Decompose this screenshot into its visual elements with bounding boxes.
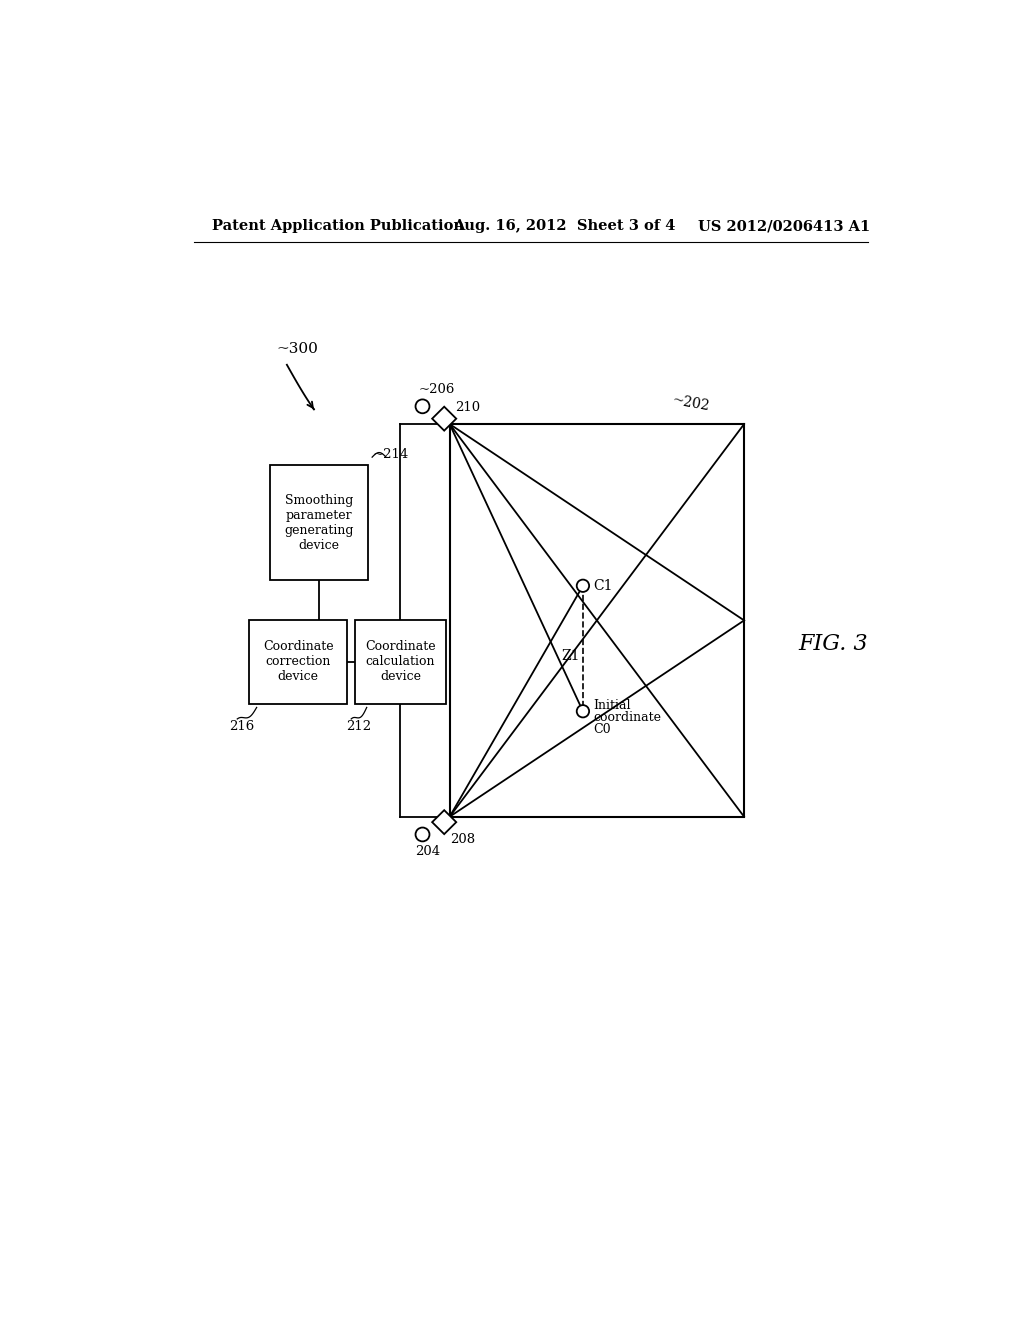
Circle shape <box>577 579 589 591</box>
Text: 216: 216 <box>229 721 255 733</box>
Text: 210: 210 <box>455 401 480 414</box>
Text: US 2012/0206413 A1: US 2012/0206413 A1 <box>697 219 869 234</box>
Text: ~300: ~300 <box>276 342 318 356</box>
Circle shape <box>577 705 589 718</box>
Text: Coordinate
calculation
device: Coordinate calculation device <box>366 640 436 684</box>
Bar <box>270 465 369 581</box>
Text: coordinate: coordinate <box>593 711 662 723</box>
Polygon shape <box>432 407 457 430</box>
Text: ~214: ~214 <box>372 447 409 461</box>
Bar <box>450 424 744 817</box>
Text: Initial: Initial <box>593 698 631 711</box>
Text: Z1: Z1 <box>561 649 580 663</box>
Circle shape <box>416 400 429 413</box>
Text: 208: 208 <box>451 833 475 846</box>
Text: Smoothing
parameter
generating
device: Smoothing parameter generating device <box>285 494 353 552</box>
Text: FIG. 3: FIG. 3 <box>799 632 868 655</box>
Text: 204: 204 <box>415 845 440 858</box>
Text: C0: C0 <box>593 723 610 737</box>
Text: ~202: ~202 <box>671 393 711 413</box>
Bar <box>355 620 445 704</box>
Text: Patent Application Publication: Patent Application Publication <box>212 219 464 234</box>
Bar <box>249 620 347 704</box>
Text: C1: C1 <box>593 578 612 593</box>
Circle shape <box>416 828 429 841</box>
Text: Coordinate
correction
device: Coordinate correction device <box>263 640 334 684</box>
Polygon shape <box>432 810 457 834</box>
Text: Aug. 16, 2012  Sheet 3 of 4: Aug. 16, 2012 Sheet 3 of 4 <box>454 219 676 234</box>
Text: ~206: ~206 <box>419 383 455 396</box>
Text: 212: 212 <box>346 721 371 733</box>
